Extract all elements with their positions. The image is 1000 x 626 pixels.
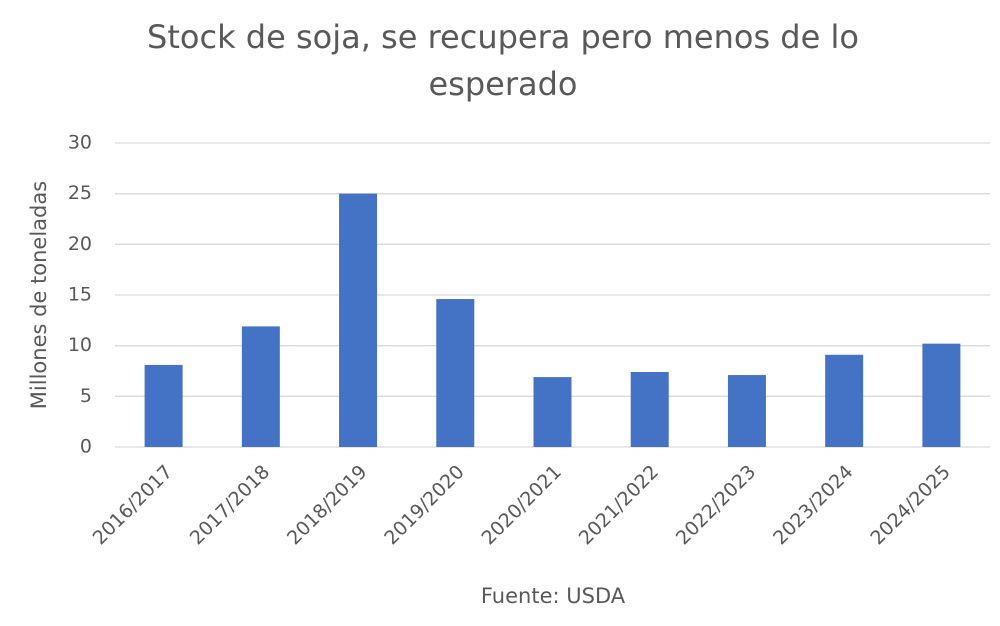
- bar: [241, 326, 280, 447]
- bar: [436, 299, 475, 447]
- y-axis-title: Millones de toneladas: [27, 181, 51, 409]
- x-tick-label: 2021/2022: [575, 461, 663, 549]
- y-tick-label: 30: [68, 132, 92, 154]
- bar: [922, 343, 961, 447]
- bar: [533, 377, 572, 447]
- y-tick-label: 0: [80, 436, 92, 458]
- y-tick-label: 10: [68, 334, 92, 356]
- y-tick-label: 20: [68, 233, 92, 255]
- x-tick-label: 2017/2018: [186, 461, 274, 549]
- x-tick-label: 2016/2017: [89, 461, 177, 549]
- chart-title: Stock de soja, se recupera pero menos de…: [147, 18, 859, 103]
- x-tick-label: 2022/2023: [672, 461, 760, 549]
- y-tick-label: 25: [68, 182, 92, 204]
- x-tick-label: 2024/2025: [866, 461, 954, 549]
- x-tick-label: 2019/2020: [380, 461, 468, 549]
- y-tick-label: 5: [80, 385, 92, 407]
- bar: [727, 375, 766, 447]
- x-tick-label: 2023/2024: [769, 461, 857, 549]
- bar: [339, 193, 378, 447]
- x-tick-label: 2020/2021: [477, 461, 565, 549]
- bar: [144, 364, 183, 447]
- y-tick-label: 15: [68, 284, 92, 306]
- bar: [825, 354, 864, 447]
- x-axis-title: Fuente: USDA: [481, 584, 626, 608]
- x-tick-label: 2018/2019: [283, 461, 371, 549]
- bar: [630, 372, 669, 447]
